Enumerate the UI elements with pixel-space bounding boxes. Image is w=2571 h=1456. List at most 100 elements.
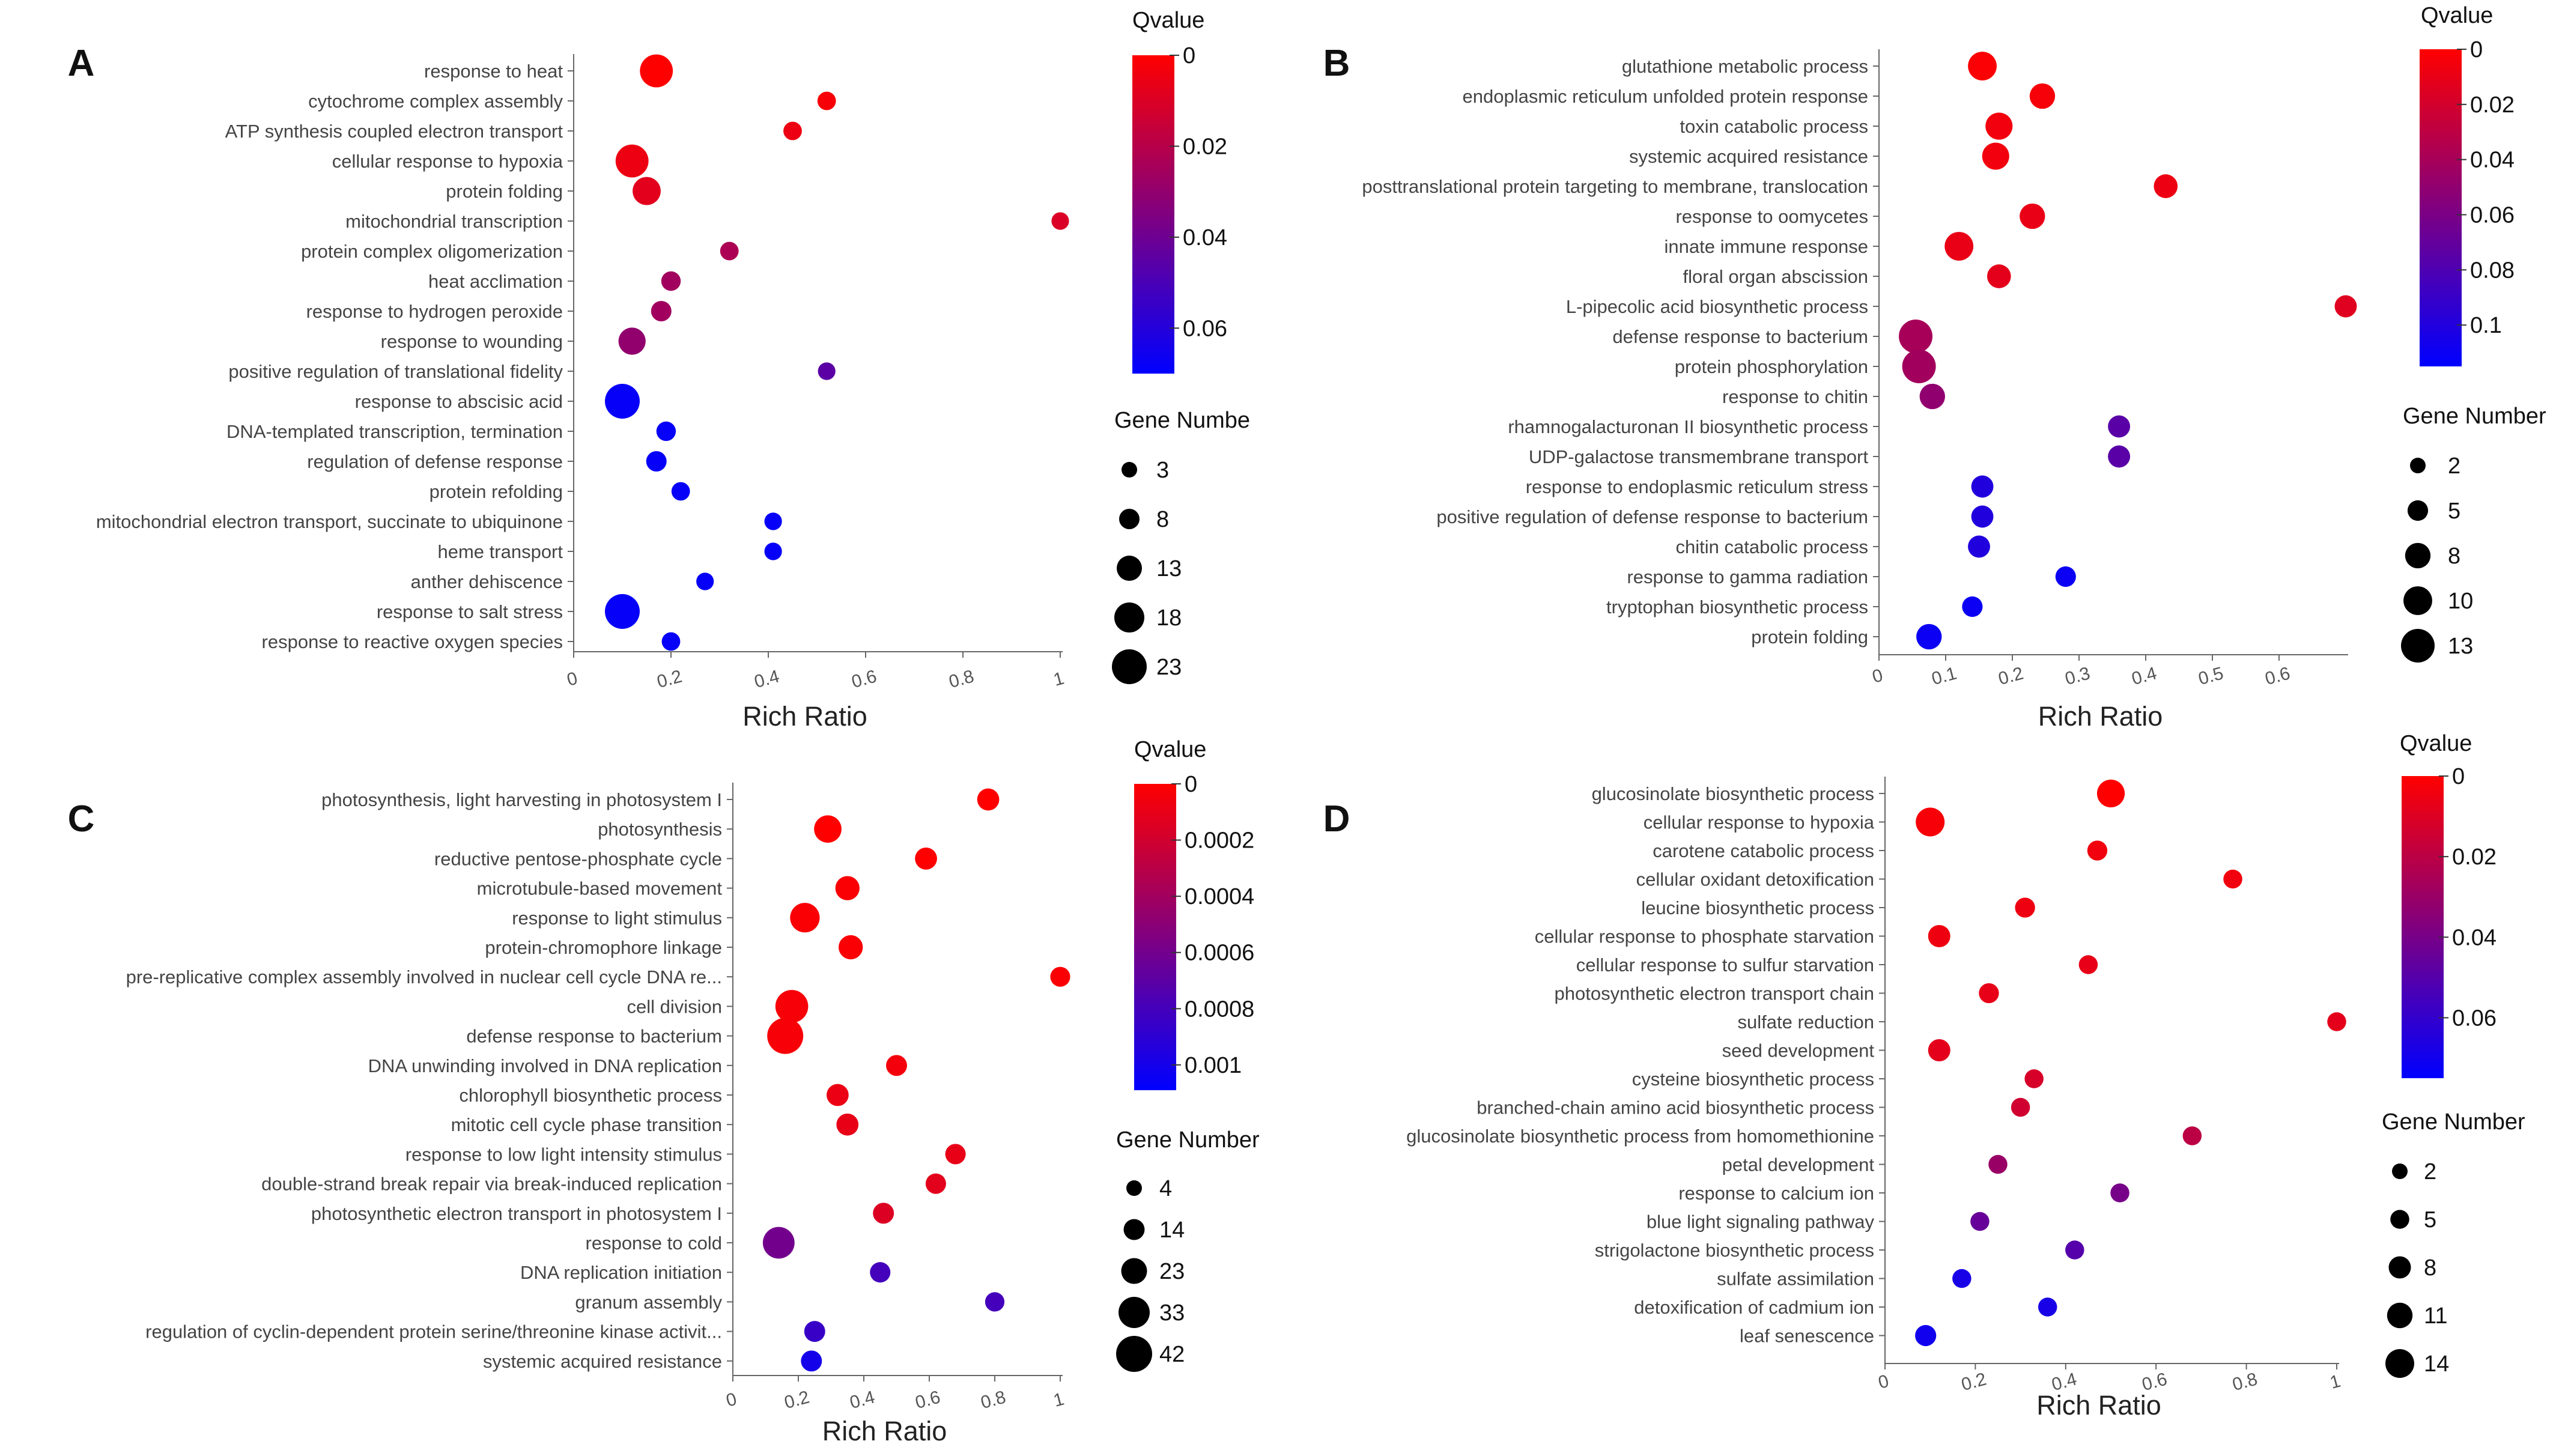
- gene-number-legend-dot: [1114, 602, 1144, 632]
- term-bubble: [2108, 445, 2131, 468]
- term-bubble: [1971, 475, 1994, 498]
- term-bubble: [671, 482, 690, 501]
- term-label: strigolactone biosynthetic process: [1595, 1240, 1874, 1261]
- term-label: microtubule-based movement: [477, 878, 723, 899]
- term-label: protein folding: [446, 181, 563, 202]
- x-tick-label: 0.1: [1929, 663, 1959, 689]
- term-bubble: [2334, 295, 2357, 318]
- qvalue-legend-title: Qvalue: [2400, 731, 2472, 756]
- colorbar-tick-label: 0.0002: [1185, 828, 1254, 854]
- gene-number-legend-label: 13: [1156, 556, 1182, 581]
- gene-number-legend-dot: [1117, 556, 1142, 581]
- term-label: protein complex oligomerization: [301, 241, 563, 262]
- term-label: response to endoplasmic reticulum stress: [1526, 476, 1868, 497]
- term-label: cysteine biosynthetic process: [1632, 1069, 1874, 1090]
- term-bubble: [605, 384, 640, 419]
- term-bubble: [827, 1084, 849, 1106]
- term-bubble: [720, 241, 739, 261]
- gene-number-legend-dot: [2403, 586, 2432, 615]
- x-tick-label: 1: [1051, 1389, 1066, 1411]
- term-label: anther dehiscence: [411, 571, 563, 592]
- term-label: mitochondrial electron transport, succin…: [96, 511, 563, 532]
- term-bubble: [2078, 955, 2098, 974]
- colorbar-tick-label: 0.04: [2452, 925, 2497, 950]
- term-bubble: [651, 301, 672, 321]
- x-axis-title: Rich Ratio: [822, 1416, 947, 1446]
- term-label: glutathione metabolic process: [1622, 56, 1868, 77]
- gene-number-legend-dot: [1126, 1180, 1142, 1196]
- gene-number-legend-title: Gene Number: [1116, 1127, 1260, 1153]
- term-bubble: [873, 1203, 894, 1224]
- x-tick-label: 0.8: [979, 1387, 1008, 1413]
- colorbar-tick-label: 0.001: [1185, 1053, 1242, 1078]
- qvalue-colorbar: [2420, 49, 2462, 366]
- term-label: response to light stimulus: [512, 908, 722, 929]
- term-bubble: [836, 1113, 859, 1136]
- term-label: positive regulation of translational fid…: [228, 361, 563, 382]
- term-bubble: [915, 848, 937, 870]
- term-label: carotene catabolic process: [1653, 840, 1874, 861]
- colorbar-tick-label: 0.02: [1183, 134, 1227, 159]
- term-bubble: [764, 542, 782, 560]
- term-label: mitochondrial transcription: [345, 211, 563, 232]
- term-bubble: [2108, 415, 2131, 438]
- panel-label: D: [1323, 798, 1350, 840]
- term-bubble: [1915, 1324, 1937, 1347]
- term-label: response to heat: [424, 61, 563, 82]
- term-label: photosynthesis, light harvesting in phot…: [321, 789, 722, 810]
- gene-number-legend-dot: [1123, 1219, 1145, 1240]
- term-label: innate immune response: [1665, 236, 1868, 257]
- term-bubble: [1971, 505, 1994, 528]
- term-bubble: [661, 632, 681, 651]
- gene-number-legend-dot: [2401, 629, 2435, 663]
- x-tick-label: 0.2: [655, 666, 684, 692]
- term-label: protein refolding: [430, 481, 563, 502]
- panel-label: B: [1323, 43, 1350, 84]
- term-label: cell division: [627, 996, 722, 1017]
- term-label: seed development: [1722, 1040, 1875, 1061]
- term-bubble: [886, 1055, 907, 1076]
- x-tick-label: 0.4: [752, 666, 782, 692]
- term-label: UDP-galactose transmembrane transport: [1529, 446, 1869, 467]
- term-bubble: [656, 421, 676, 441]
- gene-number-legend-dot: [2385, 1349, 2414, 1378]
- qvalue-legend-title: Qvalue: [1134, 737, 1206, 762]
- qvalue-colorbar: [1132, 55, 1174, 374]
- gene-number-legend-title: Gene Number: [2403, 404, 2546, 429]
- colorbar-tick-label: 0: [1183, 43, 1195, 68]
- qvalue-legend-title: Qvalue: [2421, 3, 2493, 28]
- x-tick-label: 1: [2328, 1371, 2343, 1393]
- term-label: protein folding: [1751, 626, 1868, 648]
- term-bubble: [605, 594, 640, 629]
- term-bubble: [1968, 535, 1990, 558]
- x-tick-label: 0.2: [1996, 663, 2026, 689]
- gene-number-legend-label: 23: [1159, 1259, 1185, 1284]
- gene-number-legend-label: 4: [1159, 1176, 1172, 1201]
- term-bubble: [1928, 1039, 1950, 1061]
- term-bubble: [661, 271, 681, 291]
- term-label: regulation of cyclin-dependent protein s…: [145, 1321, 722, 1342]
- term-bubble: [925, 1173, 946, 1194]
- gene-number-legend-label: 23: [1156, 655, 1182, 680]
- term-bubble: [2024, 1069, 2044, 1088]
- x-tick-label: 0.3: [2063, 663, 2092, 689]
- gene-number-legend-label: 8: [1156, 507, 1169, 532]
- term-label: photosynthesis: [598, 819, 722, 840]
- term-bubble: [1985, 112, 2013, 140]
- term-label: response to salt stress: [377, 601, 563, 622]
- colorbar-tick-label: 0.1: [2470, 313, 2502, 338]
- colorbar-tick-label: 0.06: [2470, 202, 2515, 228]
- term-bubble: [696, 572, 714, 590]
- term-label: response to gamma radiation: [1627, 566, 1868, 587]
- term-label: cellular response to hypoxia: [332, 151, 563, 172]
- term-label: response to wounding: [381, 331, 563, 352]
- colorbar-tick-label: 0.0008: [1185, 996, 1254, 1022]
- term-label: cellular oxidant detoxification: [1636, 869, 1874, 890]
- term-bubble: [1051, 212, 1069, 230]
- gene-number-legend-dot: [1122, 462, 1137, 478]
- term-bubble: [870, 1262, 891, 1283]
- term-label: leucine biosynthetic process: [1641, 897, 1874, 918]
- term-label: DNA unwinding involved in DNA replicatio…: [368, 1055, 722, 1076]
- term-bubble: [633, 177, 661, 205]
- term-bubble: [839, 935, 863, 960]
